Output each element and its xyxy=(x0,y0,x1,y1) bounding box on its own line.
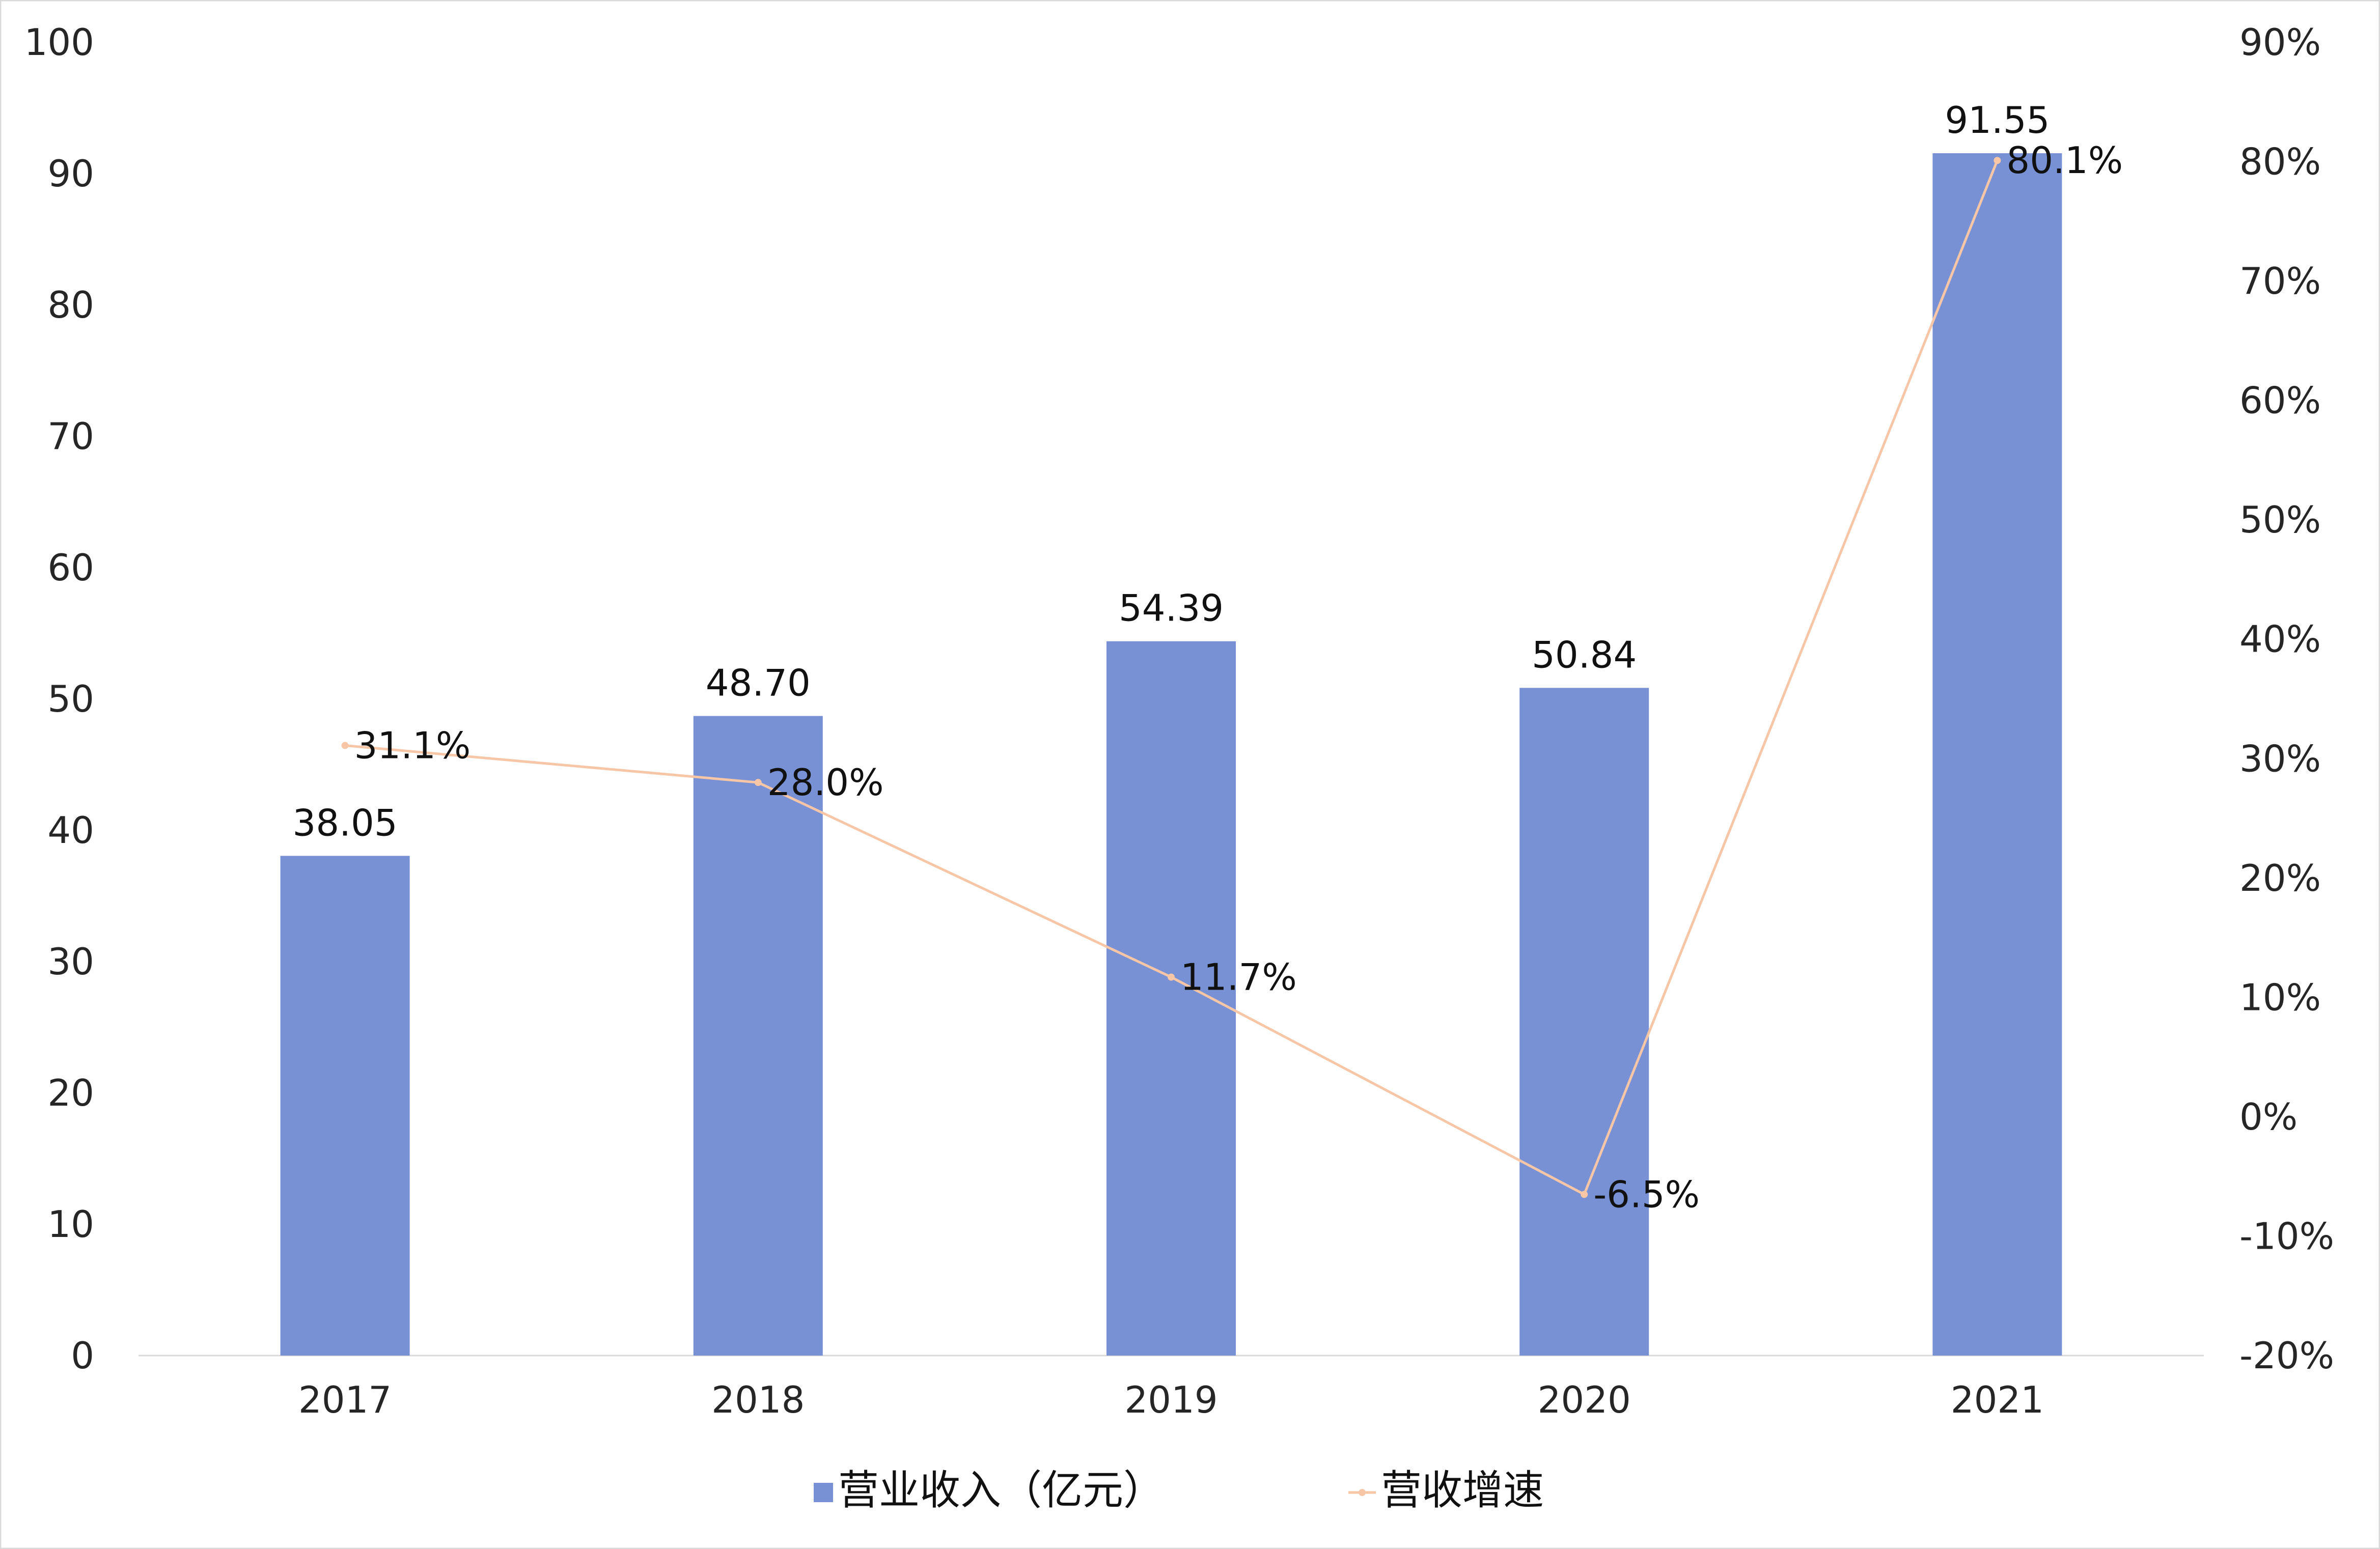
bar xyxy=(693,716,823,1356)
category-label: 2017 xyxy=(298,1378,392,1421)
right-tick-label: 50% xyxy=(2239,498,2321,541)
left-tick-label: 10 xyxy=(47,1203,94,1246)
right-tick-label: 70% xyxy=(2239,260,2321,302)
line-point xyxy=(341,742,349,749)
right-tick-label: 80% xyxy=(2239,140,2321,183)
line-point xyxy=(1994,157,2001,164)
right-tick-label: 40% xyxy=(2239,618,2321,661)
right-tick-label: 90% xyxy=(2239,21,2321,64)
left-tick-label: 0 xyxy=(71,1334,94,1377)
left-tick-label: 70 xyxy=(47,415,94,458)
right-tick-label: -10% xyxy=(2239,1215,2334,1257)
right-tick-label: 10% xyxy=(2239,976,2321,1019)
line-value-label: 11.7% xyxy=(1180,955,1297,998)
legend-bar-swatch xyxy=(814,1483,833,1502)
left-tick-label: 90 xyxy=(47,152,94,195)
left-tick-label: 20 xyxy=(47,1072,94,1114)
bar-value-label: 48.70 xyxy=(706,662,811,705)
line-series xyxy=(341,157,2001,1198)
bar xyxy=(280,856,410,1356)
left-axis-ticks: 0 10 20 30 40 50 60 70 80 90 100 xyxy=(24,21,94,1377)
right-tick-label: 30% xyxy=(2239,737,2321,780)
line-point xyxy=(754,779,762,786)
bar xyxy=(1932,153,2062,1356)
bar-value-label: 50.84 xyxy=(1532,633,1637,676)
bar-value-label: 38.05 xyxy=(293,801,398,844)
line-value-label: -6.5% xyxy=(1593,1173,1700,1216)
right-tick-label: 20% xyxy=(2239,857,2321,899)
bar-value-label: 91.55 xyxy=(1945,99,2050,142)
left-tick-label: 100 xyxy=(24,21,94,64)
left-tick-label: 60 xyxy=(47,546,94,589)
line-point xyxy=(1581,1191,1588,1198)
category-label: 2021 xyxy=(1951,1378,2044,1421)
category-label: 2020 xyxy=(1538,1378,1631,1421)
right-tick-label: 60% xyxy=(2239,379,2321,422)
legend-bar-label: 营业收入（亿元） xyxy=(838,1467,1164,1514)
legend: 营业收入（亿元） 营收增速 xyxy=(814,1467,1544,1514)
left-tick-label: 50 xyxy=(47,678,94,720)
line-value-label: 80.1% xyxy=(2006,139,2123,182)
bar-value-label: 54.39 xyxy=(1119,587,1224,630)
data-labels: 38.05 48.70 54.39 50.84 91.55 31.1% 28.0% 11.7%… xyxy=(293,99,2123,1216)
right-tick-label: -20% xyxy=(2239,1334,2334,1377)
line-value-label: 31.1% xyxy=(354,724,471,767)
bar-series xyxy=(280,153,2062,1356)
right-tick-label: 0% xyxy=(2239,1095,2298,1138)
bar xyxy=(1519,688,1649,1356)
line-point xyxy=(1168,973,1175,981)
category-label: 2019 xyxy=(1124,1378,1217,1421)
left-tick-label: 30 xyxy=(47,940,94,983)
legend-line-marker xyxy=(1359,1489,1366,1496)
category-label: 2018 xyxy=(711,1378,805,1421)
line-value-label: 28.0% xyxy=(767,761,884,804)
legend-line-label: 营收增速 xyxy=(1381,1467,1544,1514)
right-axis-ticks: -20% -10% 0% 10% 20% 30% 40% 50% 60% 70% 80% 90% xyxy=(2239,21,2334,1377)
left-tick-label: 40 xyxy=(47,809,94,852)
left-tick-label: 80 xyxy=(47,284,94,326)
category-axis-ticks: 2017 2018 2019 2020 2021 xyxy=(298,1378,2044,1421)
